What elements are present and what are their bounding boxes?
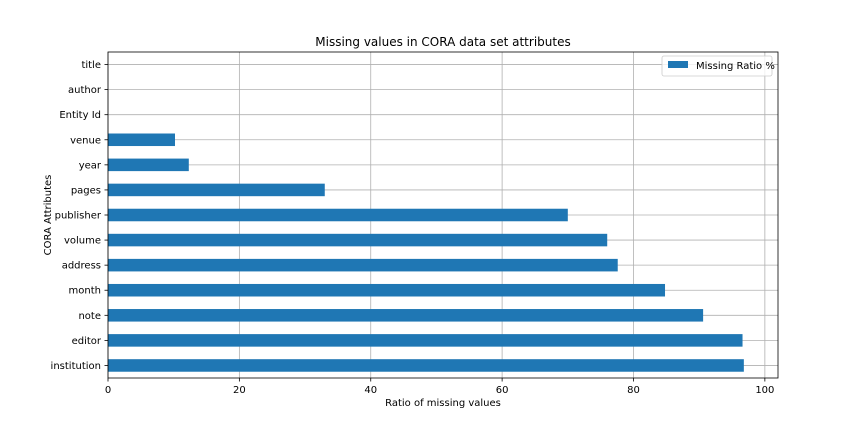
y-tick-label: title [81,60,101,71]
y-tick-label: address [62,261,101,272]
bar-volume [108,233,608,247]
y-tick-label: editor [72,336,102,347]
y-tick-label: publisher [55,211,102,222]
y-tick-label: note [78,311,101,322]
bar-institution [108,359,744,372]
x-tick-label: 60 [496,385,509,396]
bars [108,133,744,372]
legend-box [661,55,773,77]
x-tick-label: 100 [755,385,774,396]
bar-publisher [108,208,568,222]
x-tick-label: 40 [364,385,377,396]
bar-pages [108,183,325,197]
y-tick-label: venue [70,135,101,146]
legend-label: Missing Ratio % [696,61,775,72]
bar-editor [108,334,743,347]
y-tick-label: institution [51,361,101,372]
x-tick-label: 20 [233,385,246,396]
x-tick-label: 80 [627,385,640,396]
y-tick-label: author [68,85,102,96]
y-tick-label: Entity Id [59,110,101,121]
bar-venue [108,133,175,147]
y-axis-ticks: institution editor note month address volume p… [51,60,108,372]
bar-note [108,309,704,322]
x-axis-title: Ratio of missing values [385,398,501,409]
x-tick-label: 0 [105,385,111,396]
y-tick-label: month [69,286,101,297]
y-tick-label: pages [71,185,101,196]
y-tick-label: year [79,160,102,171]
y-axis-title: CORA Attributes [43,175,54,256]
y-tick-label: volume [64,236,101,247]
bar-month [108,283,666,297]
legend: Missing Ratio % [661,55,775,77]
x-axis-ticks: 0 20 40 60 80 100 [105,378,774,396]
bar-year [108,158,189,172]
bar-address [108,258,618,272]
chart-title: Missing values in CORA data set attribut… [315,35,570,49]
legend-swatch [668,61,688,68]
